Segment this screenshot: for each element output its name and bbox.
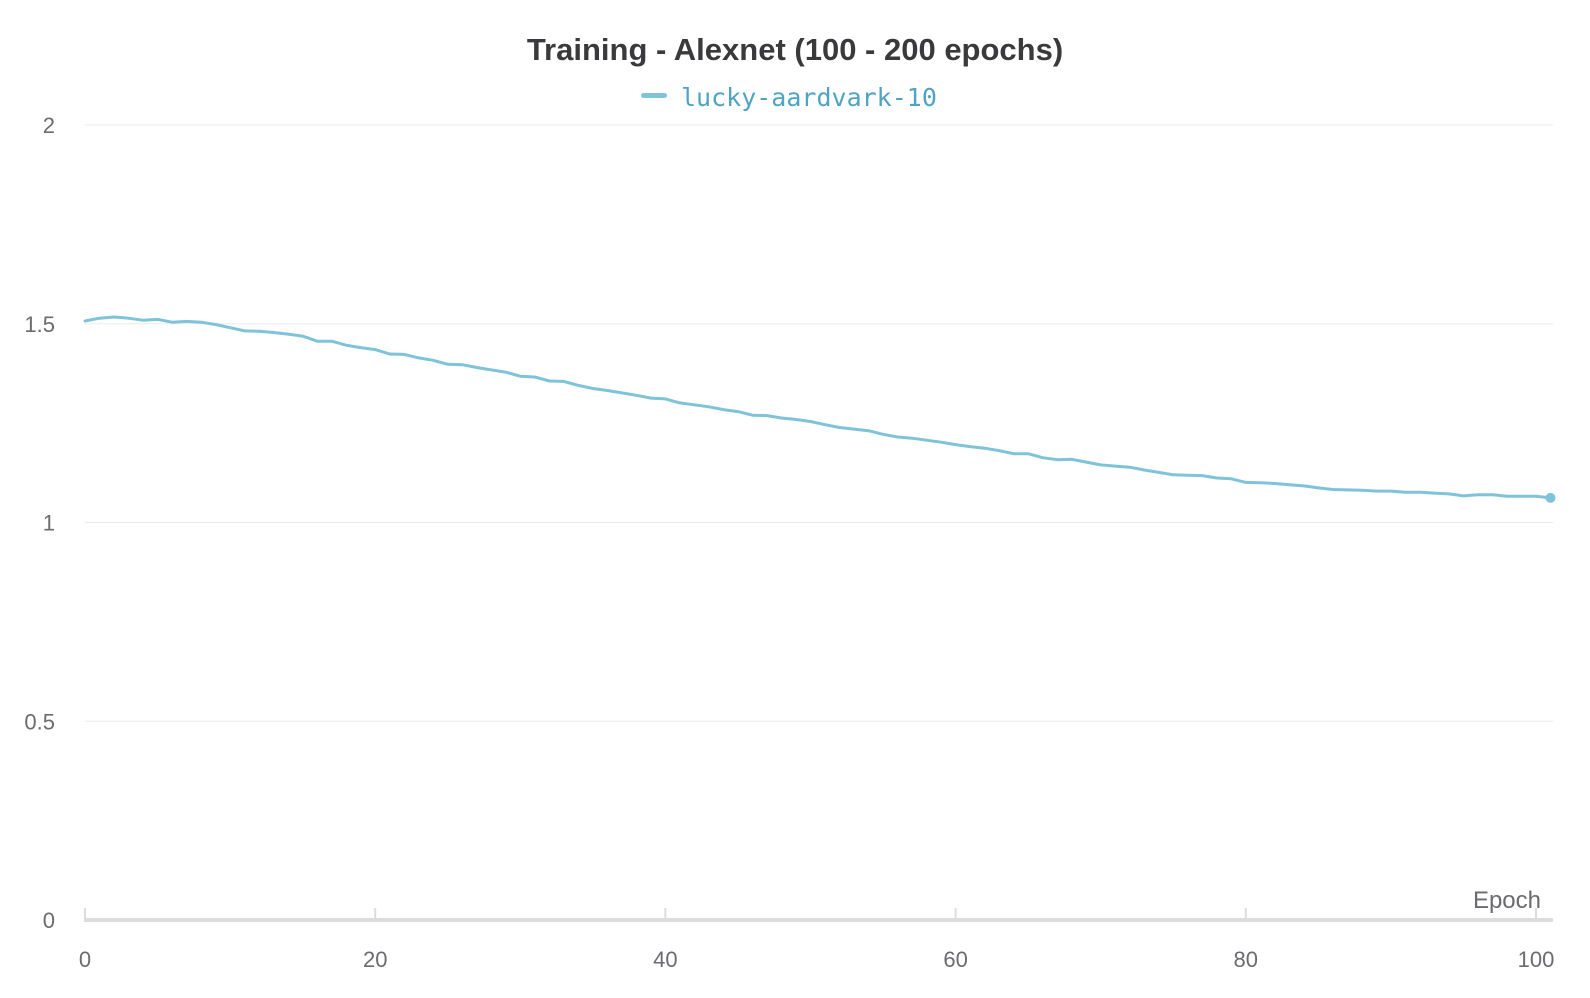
x-tick-label: 40 [653,947,677,972]
y-axis-ticks: 0 0.5 1 1.5 2 [24,113,55,933]
legend-label-lucky-aardvark-10: lucky-aardvark-10 [681,83,937,112]
y-tick-label: 2 [43,113,55,138]
series-end-point[interactable] [1545,492,1556,503]
grid [85,124,1553,722]
y-tick-label: 0.5 [24,709,55,734]
chart-title: Training - Alexnet (100 - 200 epochs) [527,32,1063,67]
x-tick-label: 80 [1234,947,1258,972]
x-axis-label: Epoch [1473,887,1541,914]
x-axis: 0 20 40 60 80 100 [79,908,1554,972]
legend-swatch [641,93,667,98]
series-line-lucky-aardvark-10[interactable] [83,315,1552,500]
y-tick-label: 1 [43,511,55,536]
x-tick-label: 60 [943,947,967,972]
legend[interactable]: lucky-aardvark-10 [641,83,937,112]
y-tick-label: 1.5 [24,312,55,337]
x-tick-label: 0 [79,947,91,972]
x-tick-label: 20 [363,947,387,972]
series [83,315,1556,503]
x-tick-label: 100 [1518,947,1555,972]
y-tick-label: 0 [43,908,55,933]
